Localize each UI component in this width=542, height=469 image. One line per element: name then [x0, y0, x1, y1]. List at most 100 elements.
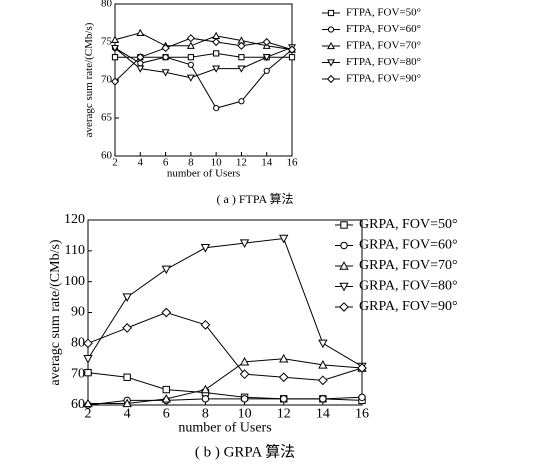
x-tick-label: 2 [112, 157, 118, 169]
marker [161, 265, 171, 275]
marker [122, 323, 133, 333]
marker [122, 398, 132, 408]
x-tick-label: 6 [163, 406, 170, 421]
marker [201, 395, 210, 403]
marker [213, 105, 220, 112]
y-tick-label: 110 [65, 243, 85, 258]
marker [111, 35, 119, 43]
legend-label: FTPA, FOV=60° [346, 23, 421, 35]
y-tick-label: 65 [101, 112, 113, 124]
x-tick-label: 12 [277, 406, 291, 421]
legend-label: FTPA, FOV=80° [346, 56, 421, 68]
x-tick-label: 14 [261, 157, 273, 169]
x-tick-label: 6 [163, 157, 169, 169]
marker [161, 307, 172, 318]
marker [212, 65, 221, 73]
marker [186, 41, 195, 49]
marker [327, 41, 335, 50]
legend-label: GRPA, FOV=70° [359, 258, 458, 273]
x-tick-label: 10 [211, 157, 223, 169]
marker [136, 28, 145, 36]
marker [279, 353, 289, 363]
legend-label: GRPA, FOV=50° [359, 217, 458, 232]
marker [327, 26, 335, 33]
legend-label: FTPA, FOV=50° [346, 7, 421, 19]
marker [340, 241, 348, 250]
series-line [87, 311, 363, 381]
marker [83, 398, 93, 408]
legend-label: FTPA, FOV=70° [346, 40, 421, 52]
marker [110, 77, 120, 86]
x-tick-label: 16 [355, 406, 369, 421]
marker [279, 234, 289, 244]
marker [278, 372, 289, 383]
marker [186, 74, 195, 82]
marker [287, 45, 297, 54]
series-line [115, 52, 292, 58]
x-tick-label: 12 [236, 157, 247, 169]
marker [83, 338, 93, 349]
marker [237, 41, 246, 50]
x-tick-label: 4 [138, 157, 144, 169]
y-tick-label: 80 [101, 0, 113, 10]
y-tick-label: 75 [101, 36, 113, 48]
marker [340, 221, 348, 229]
marker [317, 375, 328, 386]
caption: ( a ) FTPA 算法 [217, 191, 294, 206]
marker [212, 37, 221, 47]
marker [111, 54, 119, 61]
marker [187, 61, 194, 68]
marker [357, 363, 367, 373]
marker [161, 393, 171, 403]
x-axis-label: number of Users [167, 168, 240, 180]
marker [319, 395, 327, 403]
series-line [88, 358, 363, 404]
marker [200, 244, 211, 253]
x-tick-label: 8 [188, 157, 194, 169]
x-tick-label: 14 [316, 406, 330, 421]
series-line [87, 396, 363, 406]
marker [239, 239, 250, 249]
marker [318, 360, 328, 369]
series-line [114, 46, 293, 79]
y-axis-label: averagc sum rate/(CMb/s) [48, 239, 63, 386]
y-tick-label: 70 [101, 74, 113, 86]
marker [111, 44, 119, 53]
marker [162, 385, 170, 394]
marker [263, 67, 270, 74]
y-tick-label: 120 [64, 212, 85, 227]
marker [288, 54, 296, 61]
marker [327, 9, 335, 17]
marker [136, 65, 145, 73]
marker [122, 293, 132, 302]
x-tick-label: 4 [124, 406, 131, 421]
y-tick-label: 60 [101, 150, 113, 162]
marker [239, 356, 250, 366]
marker [200, 319, 211, 330]
marker [200, 384, 211, 394]
marker [358, 393, 366, 401]
y-tick-label: 100 [64, 274, 85, 289]
marker [326, 74, 336, 84]
marker [213, 50, 220, 57]
marker [262, 37, 271, 47]
marker [238, 98, 245, 105]
x-tick-label: 2 [85, 406, 92, 421]
marker [84, 368, 92, 377]
series-line [114, 37, 293, 82]
series-line [114, 32, 293, 51]
series-line [114, 47, 293, 109]
marker [238, 54, 245, 61]
y-tick-label: 80 [71, 336, 85, 351]
marker [339, 261, 349, 270]
legend-label: GRPA, FOV=60° [359, 238, 458, 253]
plot-frame [114, 3, 293, 157]
legend-label: GRPA, FOV=90° [359, 299, 458, 314]
marker [162, 54, 169, 61]
y-tick-label: 90 [71, 305, 85, 320]
marker [123, 373, 131, 381]
marker [262, 54, 271, 62]
marker [240, 395, 249, 403]
legend-label: GRPA, FOV=80° [359, 279, 458, 294]
